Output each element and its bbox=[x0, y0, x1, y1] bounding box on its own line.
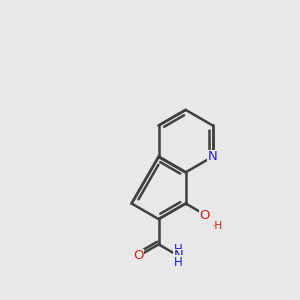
Text: H: H bbox=[174, 243, 183, 256]
Text: O: O bbox=[200, 209, 210, 222]
Text: N: N bbox=[174, 250, 184, 262]
Text: H: H bbox=[174, 256, 183, 269]
Text: O: O bbox=[133, 250, 144, 262]
Text: ·H: ·H bbox=[212, 221, 223, 231]
Text: N: N bbox=[208, 150, 218, 163]
